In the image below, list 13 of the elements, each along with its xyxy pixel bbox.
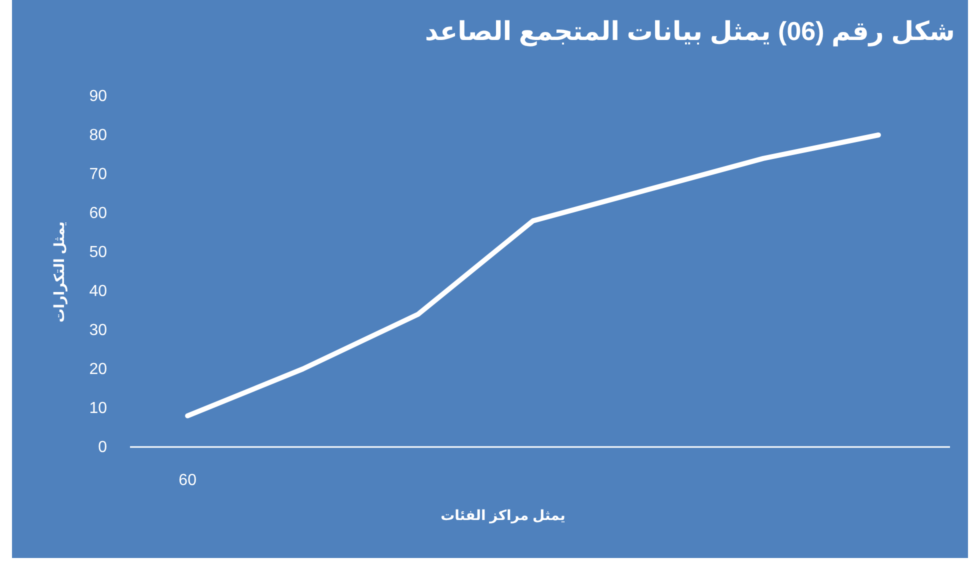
y-tick-label: 10 bbox=[89, 400, 108, 417]
y-axis-title: يمثل التكرارات bbox=[51, 221, 68, 323]
y-tick-label: 80 bbox=[89, 127, 108, 144]
x-axis-title: يمثل مراكز الفئات bbox=[440, 507, 566, 524]
y-tick-label: 40 bbox=[89, 283, 108, 300]
y-tick-label: 30 bbox=[89, 322, 108, 339]
y-tick-label: 90 bbox=[89, 88, 108, 105]
y-tick-label: 60 bbox=[89, 205, 108, 222]
y-tick-label: 20 bbox=[89, 361, 108, 378]
y-tick-label: 50 bbox=[89, 244, 108, 261]
chart-title: شكل رقم (06) يمثل بيانات المتجمع الصاعد bbox=[424, 16, 955, 47]
y-tick-label: 0 bbox=[98, 439, 108, 456]
y-tick-label: 70 bbox=[89, 166, 108, 183]
